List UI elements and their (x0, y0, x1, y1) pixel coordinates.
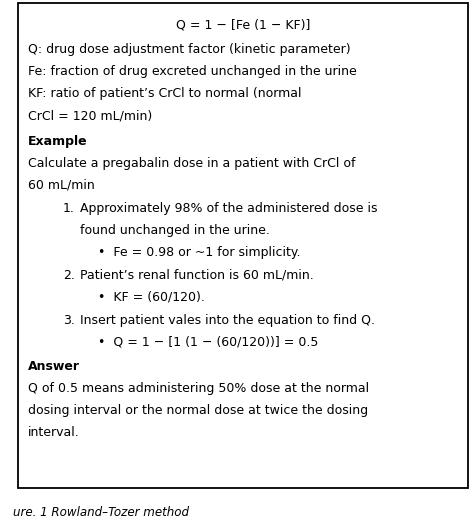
Text: 1.: 1. (63, 201, 75, 215)
Text: Approximately 98% of the administered dose is: Approximately 98% of the administered do… (80, 201, 377, 215)
Text: Fe: fraction of drug excreted unchanged in the urine: Fe: fraction of drug excreted unchanged … (28, 65, 357, 78)
Text: Calculate a pregabalin dose in a patient with CrCl of: Calculate a pregabalin dose in a patient… (28, 157, 356, 169)
Text: •  KF = (60/120).: • KF = (60/120). (98, 291, 205, 304)
Text: Patient’s renal function is 60 mL/min.: Patient’s renal function is 60 mL/min. (80, 269, 314, 282)
Text: found unchanged in the urine.: found unchanged in the urine. (80, 224, 270, 237)
Text: 3.: 3. (63, 314, 75, 327)
Text: Q of 0.5 means administering 50% dose at the normal: Q of 0.5 means administering 50% dose at… (28, 382, 369, 395)
Text: Q: drug dose adjustment factor (kinetic parameter): Q: drug dose adjustment factor (kinetic … (28, 43, 351, 56)
Text: •  Fe = 0.98 or ~1 for simplicity.: • Fe = 0.98 or ~1 for simplicity. (98, 246, 301, 259)
Text: 2.: 2. (63, 269, 75, 282)
Text: 60 mL/min: 60 mL/min (28, 178, 95, 191)
Text: interval.: interval. (28, 426, 80, 439)
Text: Answer: Answer (28, 360, 80, 373)
Text: Q = 1 − [Fe (1 − KF)]: Q = 1 − [Fe (1 − KF)] (176, 19, 310, 32)
Text: Example: Example (28, 135, 88, 147)
Text: KF: ratio of patient’s CrCl to normal (normal: KF: ratio of patient’s CrCl to normal (n… (28, 87, 301, 100)
Text: •  Q = 1 − [1 (1 − (60/120))] = 0.5: • Q = 1 − [1 (1 − (60/120))] = 0.5 (98, 336, 319, 349)
Text: ure. 1 Rowland–Tozer method: ure. 1 Rowland–Tozer method (13, 506, 189, 519)
Text: dosing interval or the normal dose at twice the dosing: dosing interval or the normal dose at tw… (28, 404, 368, 417)
Text: CrCl = 120 mL/min): CrCl = 120 mL/min) (28, 109, 152, 122)
Text: Insert patient vales into the equation to find Q.: Insert patient vales into the equation t… (80, 314, 375, 327)
